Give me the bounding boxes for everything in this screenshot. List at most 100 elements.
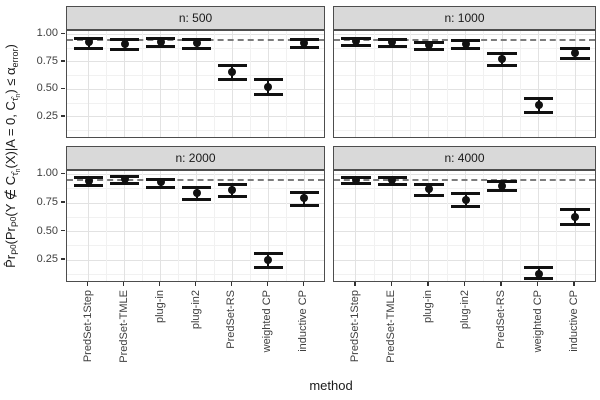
- gridline-major: [231, 31, 233, 137]
- errorbar-cap-upper: [110, 38, 139, 42]
- facet-panel-n-4000: [333, 170, 596, 282]
- x-tick-label: plug-in: [153, 290, 166, 324]
- gridline-major: [303, 171, 305, 281]
- point-estimate: [192, 188, 201, 197]
- y-tick-label: 0.25: [36, 253, 58, 266]
- point-estimate: [120, 175, 129, 183]
- y-tick-mark: [61, 87, 65, 90]
- gridline-major: [267, 171, 269, 281]
- x-tick-label: inductive CP: [297, 290, 310, 352]
- y-axis-title-part: 0: [9, 244, 18, 249]
- x-tick-label: plug-in2: [458, 290, 471, 330]
- y-tick-mark: [61, 229, 65, 232]
- facet-label: n: 2000: [175, 151, 216, 165]
- gridline-major: [160, 31, 162, 137]
- gridline-minor: [334, 130, 595, 132]
- gridline-major: [334, 61, 595, 63]
- gridline-major: [88, 171, 90, 281]
- errorbar-cap-lower: [290, 46, 319, 50]
- facet-panel-n-1000: [333, 30, 596, 138]
- gridline-major: [501, 171, 503, 281]
- point-estimate: [498, 181, 507, 190]
- errorbar-cap-lower: [560, 57, 590, 61]
- gridline-minor: [334, 75, 595, 77]
- gridline-major: [196, 171, 197, 281]
- errorbar-cap-upper: [254, 251, 283, 255]
- x-tick-mark: [302, 282, 305, 286]
- y-tick-mark: [61, 115, 65, 117]
- gridline-minor: [142, 31, 144, 137]
- gridline-minor: [213, 171, 215, 281]
- y-tick-mark: [61, 32, 65, 35]
- point-estimate: [228, 67, 237, 76]
- point-estimate: [84, 177, 93, 186]
- gridline-minor: [178, 171, 179, 281]
- y-tick-label: 0.50: [36, 224, 58, 237]
- errorbar-cap-lower: [377, 183, 408, 187]
- point-estimate: [534, 269, 543, 278]
- gridline-major: [67, 173, 324, 175]
- point-estimate: [571, 212, 580, 221]
- gridline-major: [391, 31, 393, 137]
- x-tick-mark: [194, 282, 197, 286]
- errorbar-cap-lower: [487, 63, 517, 67]
- errorbar-cap-lower: [523, 276, 554, 280]
- gridline-major: [196, 31, 197, 137]
- y-tick-label: 0.75: [36, 54, 58, 67]
- errorbar-cap-lower: [254, 93, 283, 97]
- gridline-minor: [334, 188, 595, 190]
- gridline-major: [334, 88, 595, 90]
- gridline-major: [231, 171, 233, 281]
- point-estimate: [192, 39, 201, 48]
- point-estimate: [351, 176, 360, 185]
- gridline-major: [538, 171, 540, 281]
- facet-label: n: 4000: [444, 151, 485, 165]
- point-estimate: [388, 176, 397, 185]
- point-estimate: [498, 54, 507, 63]
- gridline-major: [334, 116, 595, 118]
- gridline-minor: [334, 102, 595, 104]
- gridline-minor: [249, 31, 251, 137]
- point-estimate: [388, 38, 397, 47]
- errorbar-cap-lower: [450, 204, 481, 208]
- errorbar-cap-lower: [110, 48, 139, 52]
- gridline-major: [160, 171, 162, 281]
- x-tick-label: weighted CP: [261, 290, 274, 353]
- facet-panel-n-500: [66, 30, 325, 138]
- y-tick-mark: [61, 201, 65, 203]
- y-tick-label: 0.50: [36, 82, 58, 95]
- gridline-minor: [285, 31, 287, 137]
- y-axis-title-part: τ̂: [10, 97, 20, 102]
- gridline-minor: [178, 31, 179, 137]
- gridline-major: [334, 231, 595, 233]
- point-estimate: [461, 195, 470, 204]
- x-tick-label: PredSet-1Step: [348, 290, 361, 363]
- x-tick-mark: [354, 282, 356, 286]
- reference-line: [67, 179, 324, 182]
- gridline-minor: [334, 273, 595, 275]
- gridline-major: [67, 88, 324, 90]
- gridline-major: [303, 31, 305, 137]
- y-tick-label: 1.00: [36, 27, 58, 40]
- x-tick-label: PredSet-1Step: [81, 290, 94, 363]
- gridline-minor: [410, 171, 412, 281]
- x-tick-label: plug-in: [421, 290, 434, 324]
- x-tick-mark: [427, 282, 429, 286]
- gridline-major: [67, 259, 324, 261]
- x-tick-label: plug-in2: [189, 290, 202, 330]
- x-tick-mark: [122, 282, 125, 286]
- x-tick-label: PredSet-TMLE: [385, 290, 398, 363]
- y-tick-mark: [61, 172, 65, 175]
- x-tick-label: weighted CP: [531, 290, 544, 353]
- errorbar-cap-lower: [414, 48, 444, 52]
- gridline-major: [334, 173, 595, 175]
- gridline-minor: [483, 171, 485, 281]
- point-estimate: [571, 49, 580, 58]
- facet-strip-n-2000: n: 2000: [66, 146, 325, 170]
- point-estimate: [264, 83, 273, 92]
- gridline-minor: [446, 171, 448, 281]
- errorbar-cap-upper: [414, 183, 444, 187]
- gridline-major: [67, 202, 324, 204]
- gridline-major: [334, 259, 595, 261]
